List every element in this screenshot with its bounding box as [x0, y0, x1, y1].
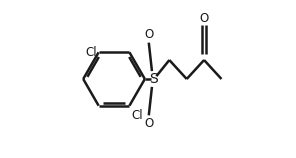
Text: S: S	[149, 72, 158, 86]
Text: O: O	[200, 12, 209, 25]
Text: O: O	[144, 117, 153, 130]
Text: O: O	[144, 28, 153, 41]
Text: Cl: Cl	[131, 109, 143, 122]
Text: Cl: Cl	[86, 46, 97, 59]
